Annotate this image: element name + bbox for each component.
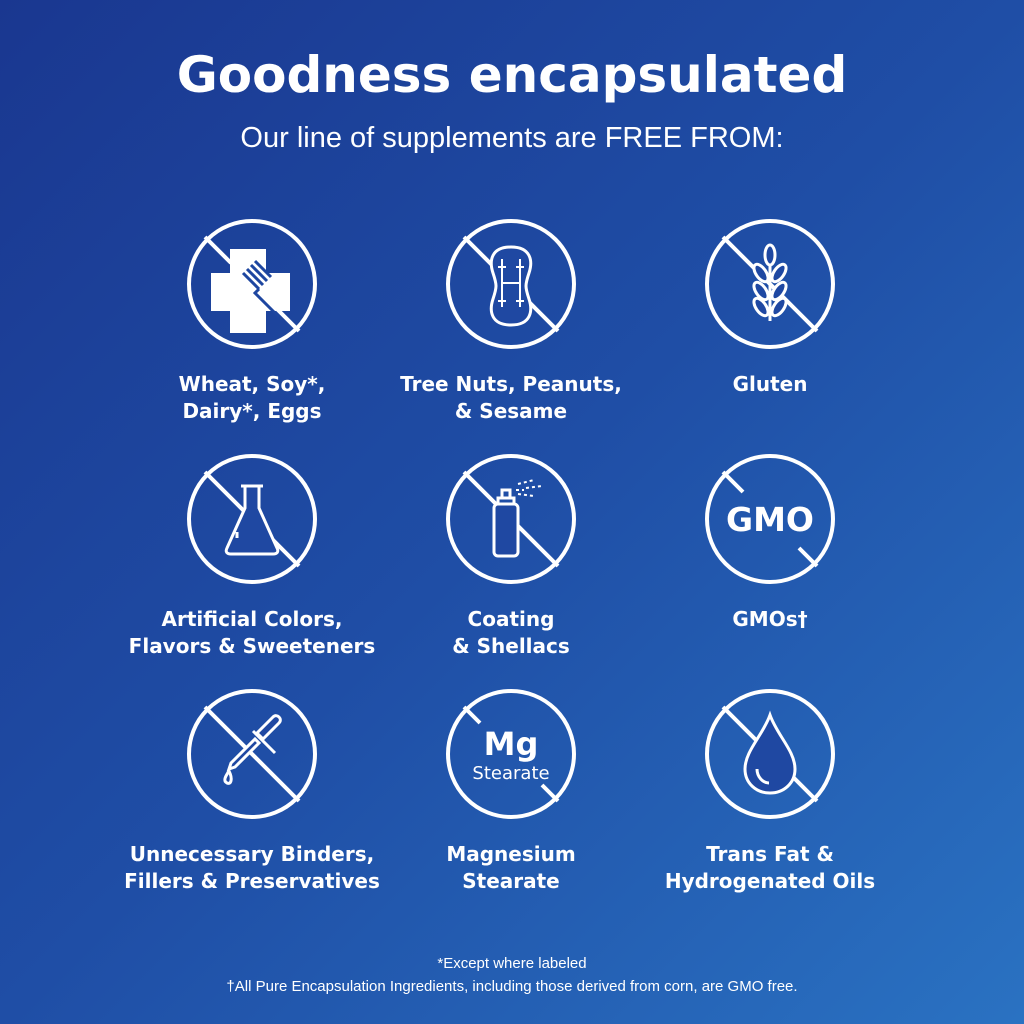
free-from-item-wheat-soy-dairy-eggs: Wheat, Soy*, Dairy*, Eggs	[102, 217, 402, 425]
page-subtitle: Our line of supplements are FREE FROM:	[240, 122, 784, 154]
mg-icon-text: Mg	[484, 725, 539, 763]
flask-icon	[187, 454, 317, 584]
item-label: Trans Fat & Hydrogenated Oils	[664, 842, 876, 893]
item-label: Gluten	[732, 372, 808, 396]
free-from-item-binders: Unnecessary Binders, Fillers & Preservat…	[102, 687, 402, 895]
spray-can-icon	[446, 454, 576, 584]
item-label: Unnecessary Binders, Fillers & Preservat…	[124, 842, 380, 893]
footnote-gmo: †All Pure Encapsulation Ingredients, inc…	[226, 978, 798, 995]
peanut-icon	[446, 219, 576, 349]
item-label: Magnesium Stearate	[446, 842, 576, 893]
free-from-item-nuts: Tree Nuts, Peanuts, & Sesame	[361, 217, 661, 425]
free-from-item-gluten: Gluten	[620, 217, 920, 398]
gmo-text-icon: GMO	[705, 454, 835, 584]
item-label: Coating & Shellacs	[452, 607, 570, 658]
dropper-icon	[187, 689, 317, 819]
allergen-cross-fork-icon	[187, 219, 317, 349]
gmo-icon-text: GMO	[726, 500, 814, 539]
item-label: Wheat, Soy*, Dairy*, Eggs	[178, 372, 326, 423]
page-title: Goodness encapsulated	[176, 46, 848, 104]
item-label: GMOs†	[732, 607, 808, 631]
free-from-item-gmo: GMO GMOs†	[620, 452, 920, 633]
free-from-item-mg-stearate: Mg Stearate Magnesium Stearate	[361, 687, 661, 895]
footnote-except: *Except where labeled	[437, 955, 587, 972]
item-label: Tree Nuts, Peanuts, & Sesame	[400, 372, 622, 423]
stearate-icon-text: Stearate	[472, 763, 549, 784]
free-from-item-coating: Coating & Shellacs	[361, 452, 661, 660]
item-label: Artificial Colors, Flavors & Sweeteners	[128, 607, 376, 658]
free-from-item-artificial: Artificial Colors, Flavors & Sweeteners	[102, 452, 402, 660]
free-from-item-trans-fat: Trans Fat & Hydrogenated Oils	[620, 687, 920, 895]
wheat-icon	[705, 219, 835, 349]
mg-stearate-icon: Mg Stearate	[446, 689, 576, 819]
oil-drop-icon	[705, 689, 835, 819]
